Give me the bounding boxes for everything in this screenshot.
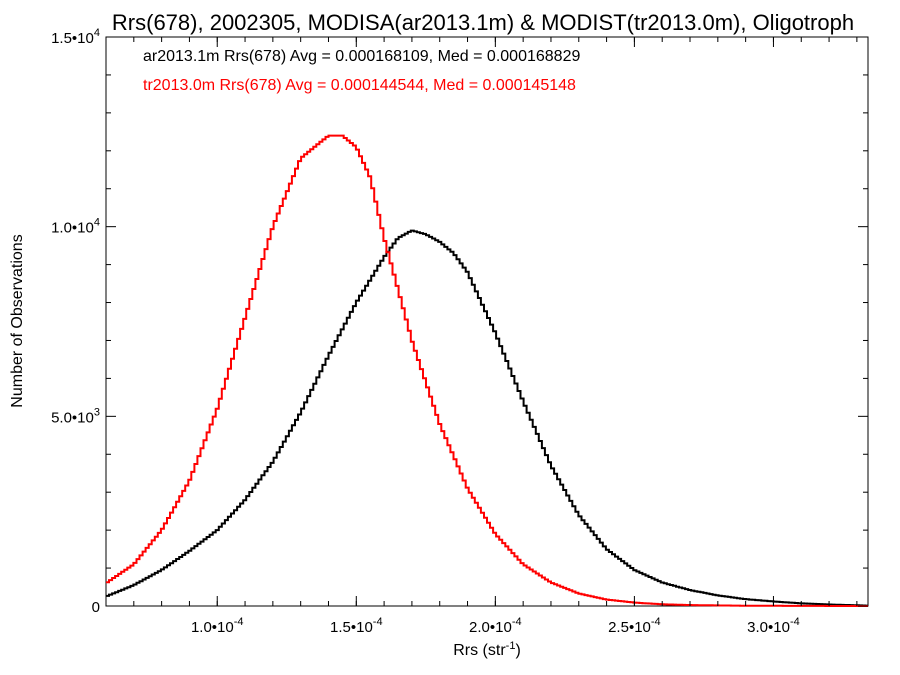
- x-axis-label-main: Rrs (str: [453, 642, 506, 659]
- series-layer: [106, 134, 868, 607]
- x-axis-label-end: ): [515, 642, 520, 659]
- y-tick-label: 0: [92, 599, 100, 616]
- x-tick-label: 2.5•10-4: [608, 616, 661, 636]
- x-tick-label: 2.0•10-4: [469, 616, 522, 636]
- series-line-1: [106, 134, 868, 607]
- chart-title: Rrs(678), 2002305, MODISA(ar2013.1m) & M…: [112, 10, 854, 35]
- y-axis-label: Number of Observations: [9, 234, 26, 407]
- y-tick-label: 5.0•103: [51, 406, 100, 426]
- x-axis-label: Rrs (str-1): [453, 640, 521, 659]
- y-tick-label: 1.0•104: [51, 217, 100, 237]
- x-axis-label-sup: -1: [506, 640, 516, 652]
- y-tick-label: 1.5•104: [51, 27, 100, 47]
- x-tick-label: 1.5•10-4: [330, 616, 383, 636]
- series-line-0: [106, 229, 868, 607]
- plot-frame: [105, 36, 869, 607]
- x-tick-label: 3.0•10-4: [747, 616, 800, 636]
- annotation-tr2013: tr2013.0m Rrs(678) Avg = 0.000144544, Me…: [143, 77, 576, 94]
- annotation-ar2013: ar2013.1m Rrs(678) Avg = 0.000168109, Me…: [143, 48, 580, 65]
- x-tick-label: 1.0•10-4: [191, 616, 244, 636]
- tick-layer: 1.0•10-4 1.5•10-4 2.0•10-4 2.5•10-4 3.0•10-4…: [51, 27, 868, 636]
